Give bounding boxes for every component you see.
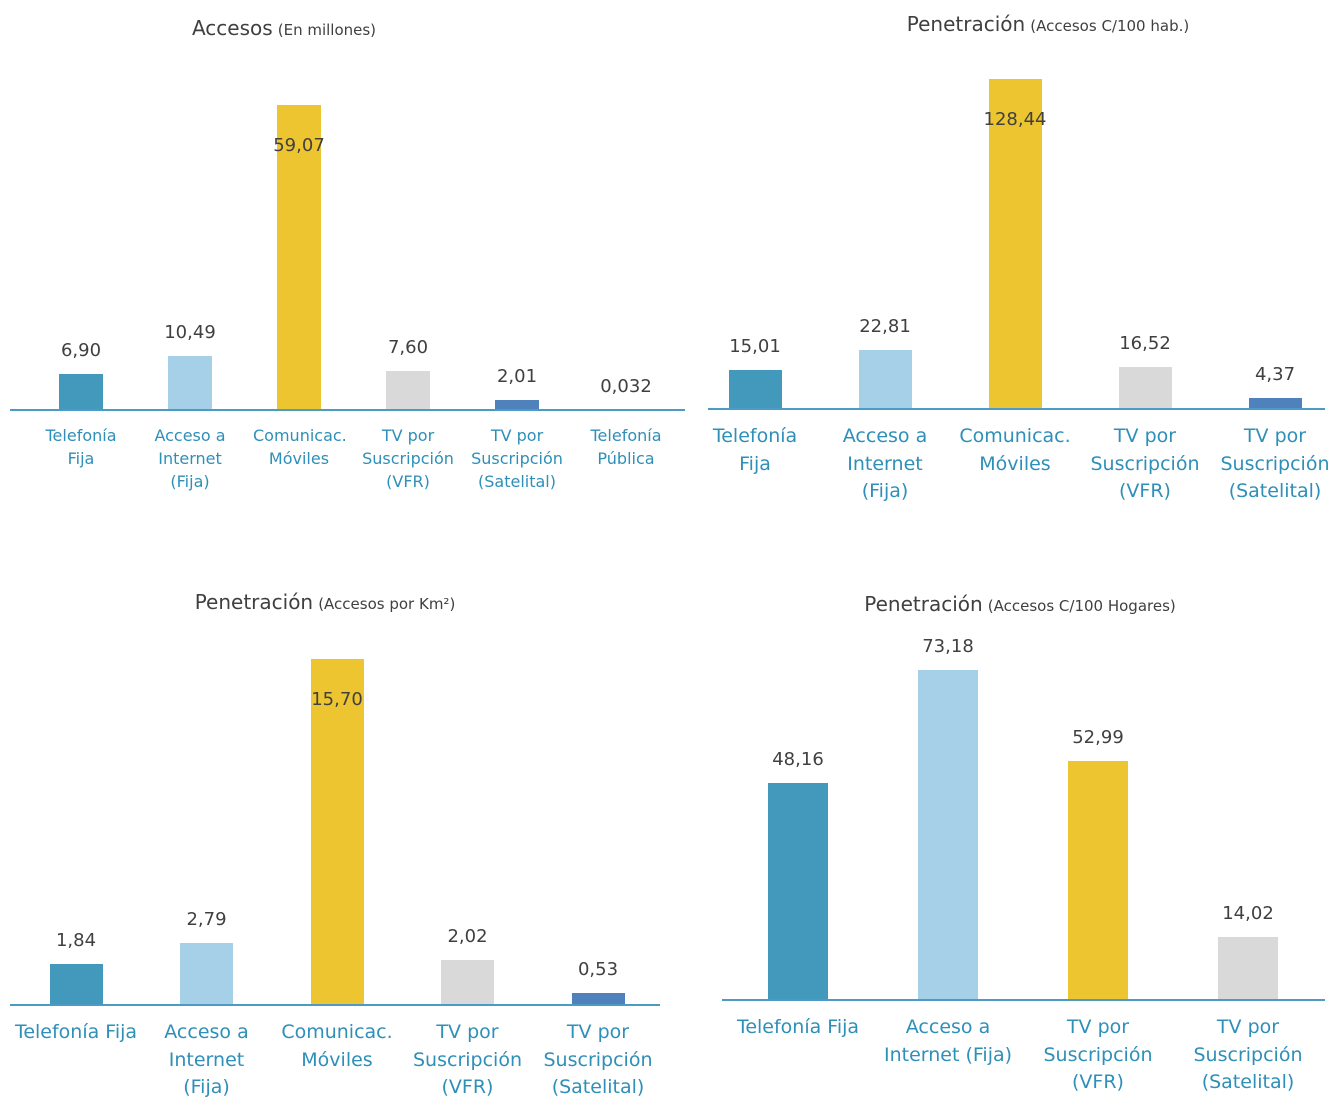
value-label: 2,79 xyxy=(186,909,227,931)
category-label: Acceso a Internet (Fija) xyxy=(154,426,226,492)
axis-line xyxy=(722,999,1325,1001)
title-main: Penetración xyxy=(906,12,1026,36)
bar xyxy=(441,960,494,1005)
value-label: 16,52 xyxy=(1119,332,1171,354)
category-label: Comunicac. Móviles xyxy=(959,425,1071,475)
title-sub: (Accesos C/100 hab.) xyxy=(1030,17,1190,35)
category-label: TV por Suscripción (VFR) xyxy=(1043,1016,1153,1094)
title-sub: (En millones) xyxy=(277,21,377,39)
bar xyxy=(1118,366,1172,409)
bar xyxy=(180,943,233,1005)
value-label: 2,02 xyxy=(447,926,488,948)
chart-title: Penetración (Accesos por Km²) xyxy=(75,590,575,614)
title-sub: (Accesos por Km²) xyxy=(318,595,456,613)
axis-line xyxy=(708,408,1325,410)
value-label: 0,53 xyxy=(577,959,619,981)
value-label: 6,90 xyxy=(60,340,102,362)
value-label: 4,37 xyxy=(1254,363,1296,385)
category-label: Acceso a Internet (Fija) xyxy=(164,1021,249,1099)
bar xyxy=(1248,397,1302,409)
value-label: 15,01 xyxy=(729,336,781,358)
value-label: 7,60 xyxy=(387,336,429,358)
category-label: Telefonía Fija xyxy=(712,425,798,475)
value-label: 1,84 xyxy=(55,930,97,952)
axis-line xyxy=(10,409,685,411)
value-label: 52,99 xyxy=(1072,726,1124,748)
value-label: 22,81 xyxy=(859,316,911,338)
value-label: 48,16 xyxy=(772,748,824,770)
chart-title: Penetración (Accesos C/100 Hogares) xyxy=(770,592,1270,616)
category-label: Comunicac. Móviles xyxy=(253,426,347,469)
value-label: 73,18 xyxy=(922,635,974,657)
title-main: Penetración xyxy=(864,592,983,616)
category-label: Acceso a Internet (Fija) xyxy=(883,1016,1013,1066)
title-main: Penetración xyxy=(194,590,314,614)
bar xyxy=(168,355,212,410)
category-label: TV por Suscripción (VFR) xyxy=(413,1021,522,1099)
bar xyxy=(768,782,828,1000)
bar xyxy=(1068,760,1128,1000)
category-label: TV por Suscripción (Satelital) xyxy=(471,426,563,492)
title-sub: (Accesos C/100 Hogares) xyxy=(987,597,1176,615)
category-label: Telefonía Fija xyxy=(45,426,117,469)
bar xyxy=(858,350,912,409)
category-label: Telefonía Fija xyxy=(14,1021,138,1043)
bar xyxy=(310,658,364,1005)
category-label: TV por Suscripción (Satelital) xyxy=(1193,1016,1303,1094)
category-label: TV por Suscripción (Satelital) xyxy=(543,1021,653,1099)
bar xyxy=(988,79,1042,409)
category-label: Comunicac. Móviles xyxy=(281,1021,393,1071)
category-label: Acceso a Internet (Fija) xyxy=(842,425,928,503)
category-label: Telefonía Fija xyxy=(736,1016,860,1038)
value-label: 2,01 xyxy=(496,365,538,387)
category-label: TV por Suscripción (VFR) xyxy=(362,426,454,492)
value-label: 59,07 xyxy=(273,135,325,157)
chart-title: Penetración (Accesos C/100 hab.) xyxy=(798,12,1298,36)
axis-line xyxy=(10,1004,660,1006)
bar xyxy=(386,370,430,410)
bar xyxy=(495,399,539,410)
bar xyxy=(59,374,103,410)
bar xyxy=(728,370,782,409)
value-label: 10,49 xyxy=(164,321,216,343)
category-label: TV por Suscripción (VFR) xyxy=(1090,425,1200,503)
chart-title: Accesos (En millones) xyxy=(34,16,534,40)
value-label: 128,44 xyxy=(983,109,1047,131)
category-label: TV por Suscripción (Satelital) xyxy=(1220,425,1330,503)
bar xyxy=(918,669,978,1000)
value-label: 0,032 xyxy=(600,375,652,397)
value-label: 14,02 xyxy=(1222,902,1274,924)
title-main: Accesos xyxy=(191,16,273,40)
bar xyxy=(49,964,103,1005)
bar xyxy=(277,105,321,410)
bar xyxy=(571,993,625,1005)
bar xyxy=(1218,936,1278,1000)
value-label: 15,70 xyxy=(311,688,363,710)
category-label: Telefonía Pública xyxy=(590,426,662,469)
